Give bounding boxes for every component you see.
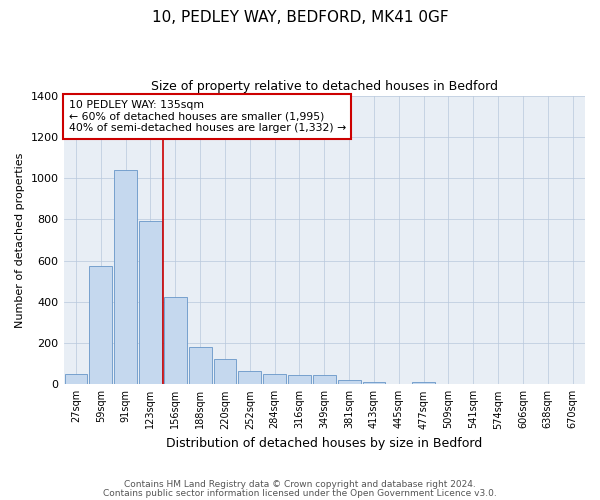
Bar bbox=[139, 222, 162, 384]
Text: Contains public sector information licensed under the Open Government Licence v3: Contains public sector information licen… bbox=[103, 488, 497, 498]
Bar bbox=[114, 170, 137, 384]
Text: Contains HM Land Registry data © Crown copyright and database right 2024.: Contains HM Land Registry data © Crown c… bbox=[124, 480, 476, 489]
Bar bbox=[65, 374, 88, 384]
X-axis label: Distribution of detached houses by size in Bedford: Distribution of detached houses by size … bbox=[166, 437, 482, 450]
Bar bbox=[214, 358, 236, 384]
Bar bbox=[338, 380, 361, 384]
Bar bbox=[362, 382, 385, 384]
Bar bbox=[288, 375, 311, 384]
Text: 10, PEDLEY WAY, BEDFORD, MK41 0GF: 10, PEDLEY WAY, BEDFORD, MK41 0GF bbox=[152, 10, 448, 25]
Bar bbox=[263, 374, 286, 384]
Bar bbox=[238, 371, 261, 384]
Bar bbox=[313, 375, 335, 384]
Bar bbox=[188, 347, 212, 385]
Title: Size of property relative to detached houses in Bedford: Size of property relative to detached ho… bbox=[151, 80, 498, 93]
Y-axis label: Number of detached properties: Number of detached properties bbox=[15, 152, 25, 328]
Bar bbox=[164, 296, 187, 384]
Bar bbox=[412, 382, 435, 384]
Bar bbox=[89, 266, 112, 384]
Text: 10 PEDLEY WAY: 135sqm
← 60% of detached houses are smaller (1,995)
40% of semi-d: 10 PEDLEY WAY: 135sqm ← 60% of detached … bbox=[69, 100, 346, 133]
